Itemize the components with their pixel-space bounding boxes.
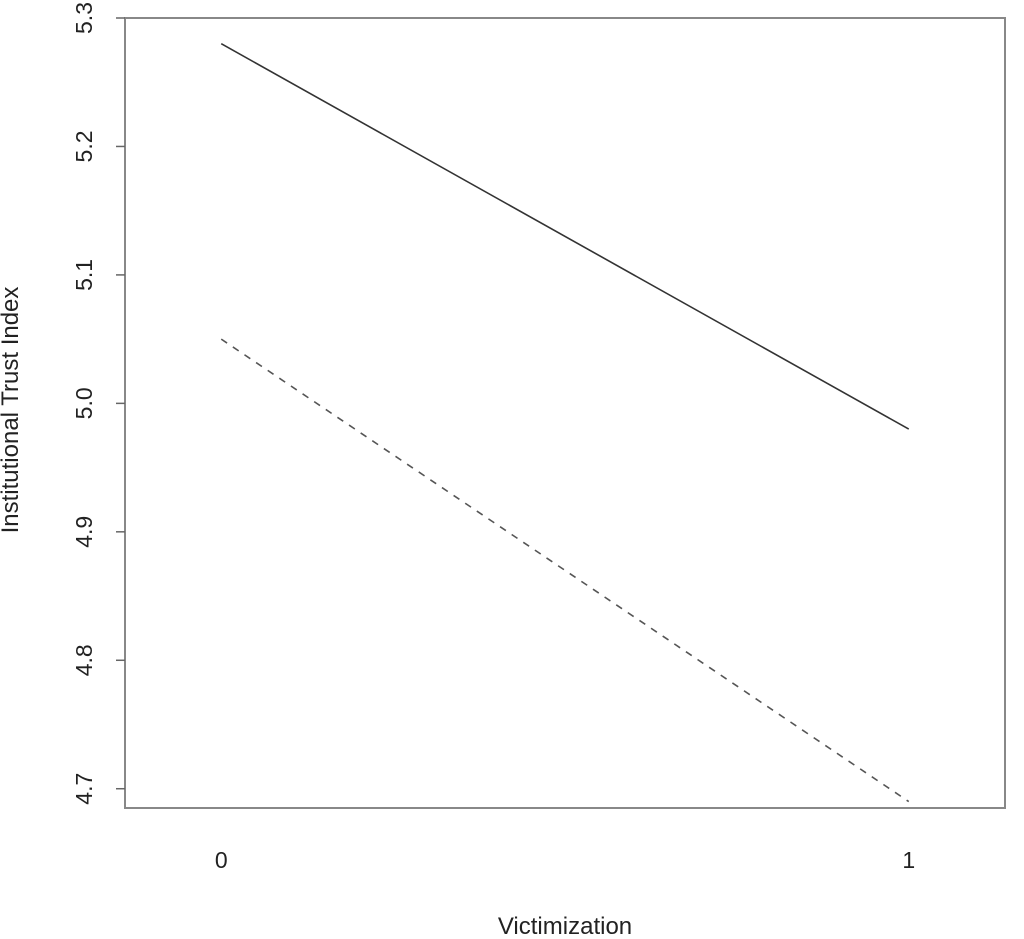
y-axis: 4.7 4.8 4.9 5.0 5.1 5.2 5.3: [71, 2, 125, 805]
y-tick-label: 4.8: [71, 644, 97, 676]
y-tick-label: 5.3: [71, 2, 97, 34]
y-tick-label: 5.2: [71, 130, 97, 162]
series-line-dashed: [220, 338, 910, 803]
y-tick-label: 5.0: [71, 387, 97, 419]
plot-box: [124, 17, 1006, 809]
series-line-solid: [220, 42, 910, 430]
y-tick-label: 5.1: [71, 259, 97, 291]
x-tick-label: 1: [902, 847, 915, 873]
series-layer: [220, 42, 910, 803]
y-tick-label: 4.9: [71, 516, 97, 548]
y-tick-label: 4.7: [71, 773, 97, 805]
y-axis-title: Institutional Trust Index: [0, 287, 24, 534]
x-axis-title: Victimization: [498, 913, 632, 939]
x-tick-label: 0: [215, 847, 228, 873]
